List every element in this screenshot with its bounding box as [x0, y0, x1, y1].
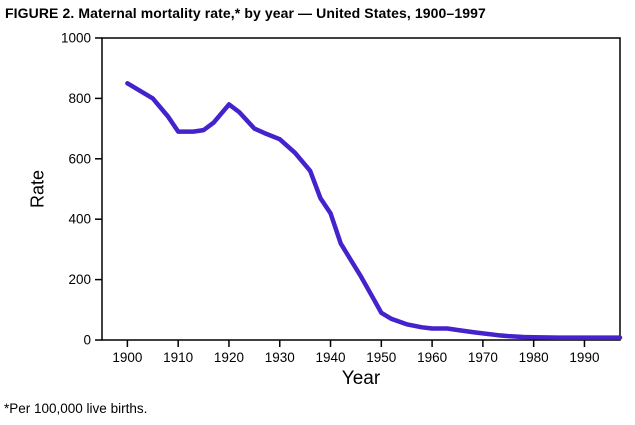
- figure-footnote: *Per 100,000 live births.: [4, 401, 148, 416]
- x-axis-label: Year: [341, 368, 381, 389]
- x-tick-label: 1900: [112, 350, 142, 365]
- y-axis-label: Rate: [27, 169, 48, 209]
- y-tick-label: 800: [68, 91, 91, 106]
- plot-border: [101, 37, 621, 341]
- y-tick-label: 1000: [61, 31, 91, 46]
- x-tick-label: 1950: [366, 350, 396, 365]
- x-tick-label: 1920: [214, 350, 244, 365]
- x-tick-label: 1940: [316, 350, 346, 365]
- x-tick-label: 1980: [519, 350, 549, 365]
- y-tick-label: 0: [83, 333, 91, 348]
- x-tick-label: 1990: [569, 350, 599, 365]
- x-tick-label: 1970: [468, 350, 498, 365]
- x-tick-label: 1930: [265, 350, 295, 365]
- mortality-rate-line: [125, 81, 623, 340]
- x-tick-label: 1960: [417, 350, 447, 365]
- figure-title: FIGURE 2. Maternal mortality rate,* by y…: [5, 5, 486, 21]
- x-tick-label: 1910: [163, 350, 193, 365]
- y-tick-label: 600: [68, 151, 91, 166]
- y-tick-label: 400: [68, 212, 91, 227]
- y-tick-label: 200: [68, 272, 91, 287]
